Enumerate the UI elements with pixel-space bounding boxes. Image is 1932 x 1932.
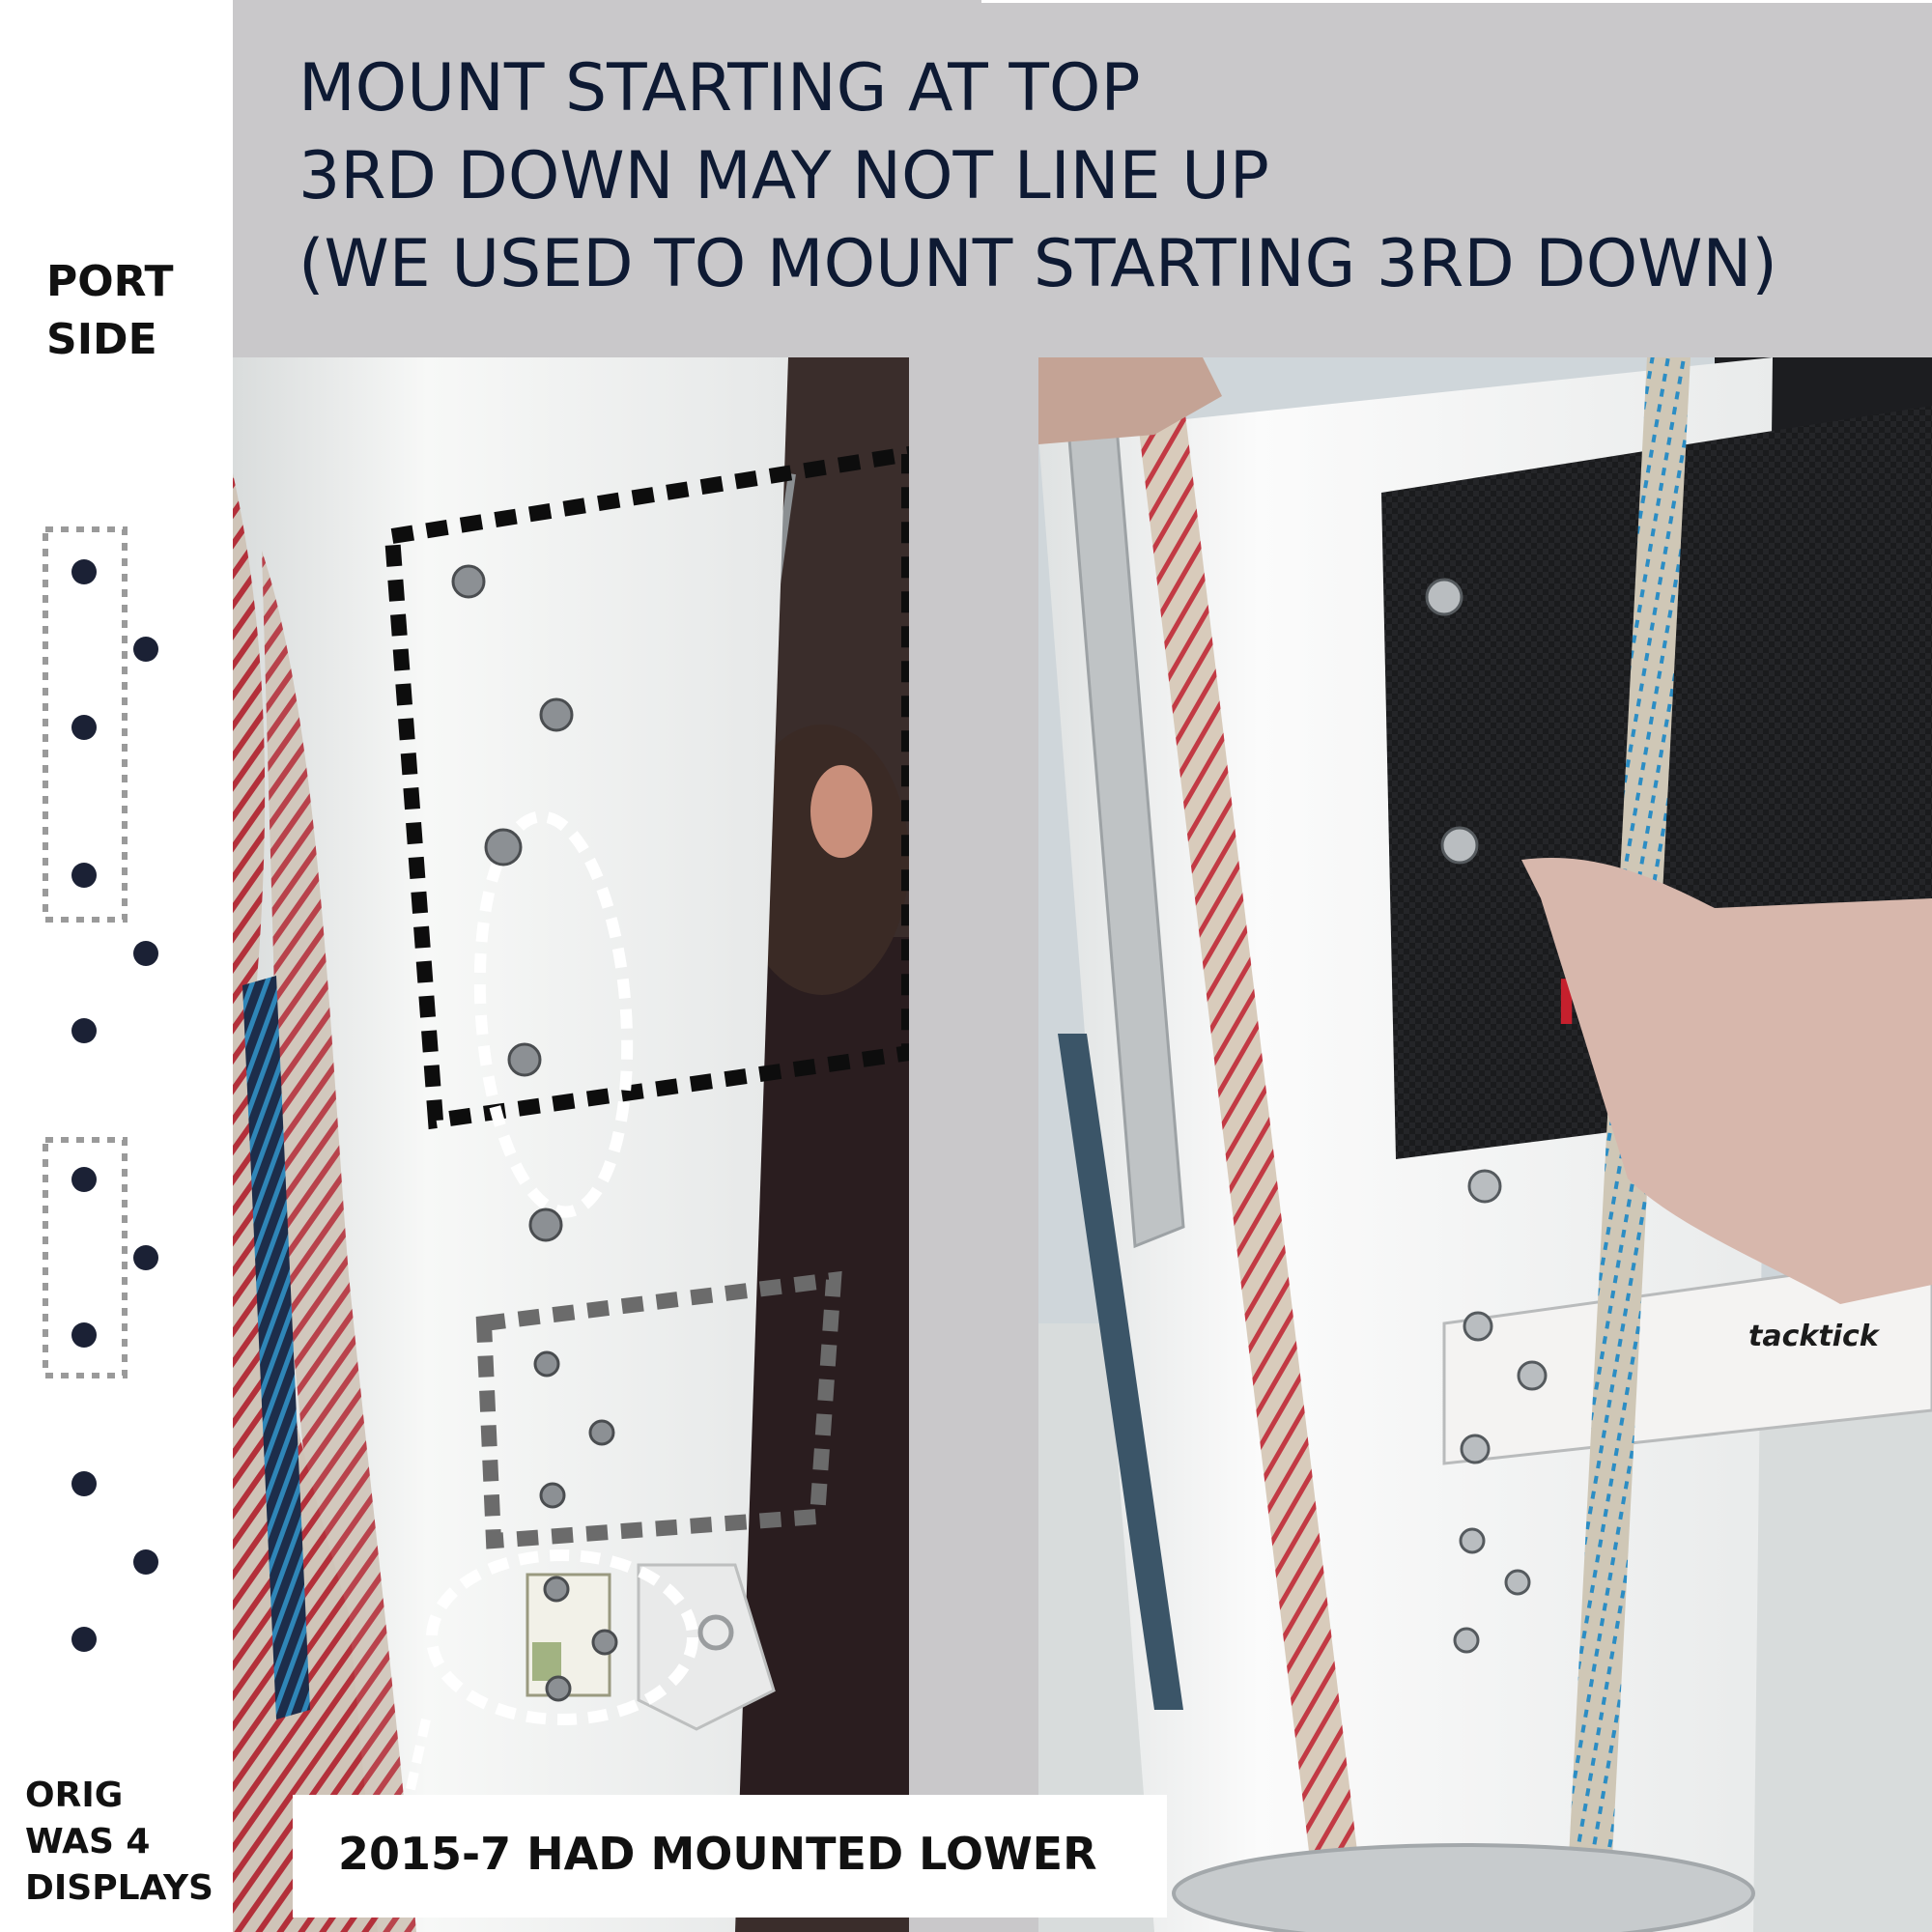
port-side-line-2: SIDE <box>46 315 157 364</box>
lower-mount-outline <box>475 1270 842 1549</box>
left-sidebar: PORT SIDE ORIG WAS 4 DISPLAYS <box>0 0 233 1932</box>
blue-rope <box>242 976 310 1719</box>
red-fleck-rope <box>1130 357 1367 1932</box>
screw <box>588 1419 615 1446</box>
screw-group-outline-1 <box>473 810 634 1218</box>
caption-box: 2015-7 HAD MOUNTED LOWER <box>293 1795 1167 1918</box>
screw <box>539 697 574 732</box>
screw <box>528 1208 563 1242</box>
hole-group-box-2 <box>43 1137 128 1378</box>
coiled-rope <box>233 473 378 1932</box>
orig-note-line-1: ORIG <box>25 1776 124 1815</box>
tacktick-bracket <box>1442 1254 1932 1465</box>
screw <box>484 828 523 867</box>
orig-note-label: ORIG WAS 4 DISPLAYS <box>25 1773 213 1912</box>
hole-dot <box>133 1245 158 1270</box>
screw <box>507 1042 542 1077</box>
screw <box>543 1576 570 1603</box>
person-ear <box>810 765 872 858</box>
coiled-rope-2 <box>262 551 416 1932</box>
hole-dot <box>71 1627 97 1652</box>
screw-group-outline-2 <box>426 1549 698 1725</box>
caption-leader-line <box>402 1718 431 1808</box>
left-mast-photo <box>233 357 909 1932</box>
hole-dot <box>71 559 97 584</box>
screw <box>1459 1527 1486 1554</box>
hole-dot <box>71 715 97 740</box>
hole-dot <box>133 1549 158 1575</box>
pointing-hand <box>1521 858 1932 1304</box>
screw <box>1440 826 1479 865</box>
shackle <box>697 1614 734 1651</box>
mast-base <box>1172 1843 1755 1932</box>
screw <box>545 1675 572 1702</box>
tacktick-logo: tacktick <box>1748 1320 1881 1353</box>
title-line-1: MOUNT STARTING AT TOP <box>298 50 1141 127</box>
screw <box>1463 1311 1493 1342</box>
port-side-line-1: PORT <box>46 257 174 306</box>
port-side-label: PORT SIDE <box>46 253 174 369</box>
hole-dot <box>71 1322 97 1348</box>
top-hand <box>1038 357 1222 444</box>
header: MOUNT STARTING AT TOP 3RD DOWN MAY NOT L… <box>233 0 1932 357</box>
screw <box>533 1350 560 1378</box>
right-mast-photo: N tacktick <box>1038 357 1932 1932</box>
hole-dot <box>71 1167 97 1192</box>
header-top-strip <box>981 0 1932 3</box>
hole-group-box-1 <box>43 526 128 923</box>
hole-dot <box>71 863 97 888</box>
corrosion-stain <box>532 1642 561 1681</box>
screw <box>1517 1360 1548 1391</box>
hole-dot <box>71 1018 97 1043</box>
hole-dot <box>71 1471 97 1496</box>
hole-dot <box>133 637 158 662</box>
upper-mount-outline <box>384 445 909 1130</box>
screw <box>1460 1434 1491 1464</box>
screw <box>1467 1169 1502 1204</box>
orig-note-line-2: WAS 4 <box>25 1822 151 1861</box>
caption-text: 2015-7 HAD MOUNTED LOWER <box>338 1828 1097 1880</box>
title-line-2: 3RD DOWN MAY NOT LINE UP <box>298 138 1269 214</box>
orig-note-line-3: DISPLAYS <box>25 1868 213 1908</box>
screw <box>1504 1569 1531 1596</box>
mounting-hole-diagram <box>43 526 158 1652</box>
title-line-3: (WE USED TO MOUNT STARTING 3RD DOWN) <box>298 226 1777 302</box>
screw <box>539 1482 566 1509</box>
screw <box>1453 1627 1480 1654</box>
screw <box>451 564 486 599</box>
hole-dot <box>133 941 158 966</box>
screw <box>591 1629 618 1656</box>
blue-halyard <box>1058 1034 1183 1710</box>
screw <box>1425 578 1463 616</box>
